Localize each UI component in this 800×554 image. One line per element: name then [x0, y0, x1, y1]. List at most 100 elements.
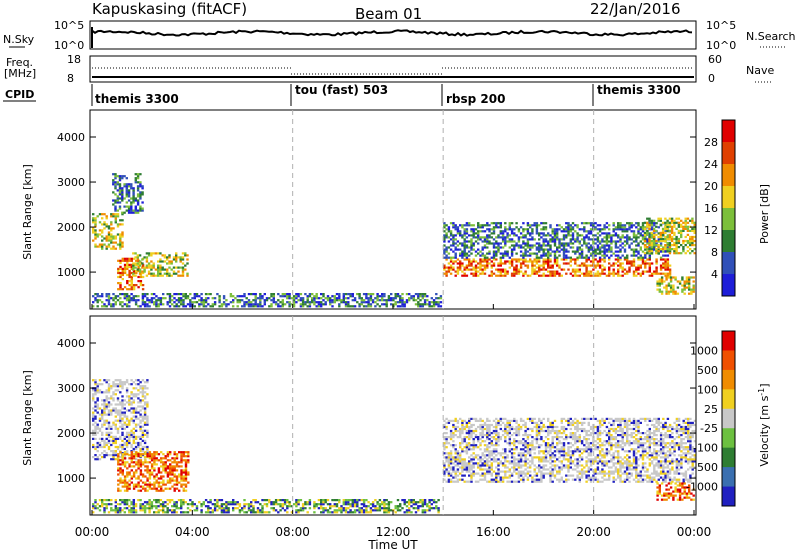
heatmap-cell	[551, 274, 554, 277]
heatmap-cell	[143, 266, 146, 269]
heatmap-cell	[637, 232, 640, 235]
heatmap-cell	[146, 379, 149, 382]
heatmap-cell	[483, 423, 487, 427]
heatmap-cell	[128, 295, 131, 298]
heatmap-cell	[107, 237, 111, 240]
heatmap-cell	[157, 481, 161, 484]
heatmap-cell	[585, 244, 588, 247]
heatmap-cell	[110, 425, 113, 428]
heatmap-cell	[360, 301, 363, 304]
heatmap-cell	[479, 456, 482, 459]
heatmap-cell	[472, 234, 475, 237]
heatmap-cell	[423, 503, 427, 506]
heatmap-cell	[125, 401, 129, 404]
heatmap-cell	[556, 258, 559, 261]
heatmap-cell	[333, 299, 336, 302]
power-ylabel: Slant Range [km]	[21, 164, 34, 260]
heatmap-cell	[465, 425, 469, 429]
heatmap-cell	[286, 295, 289, 298]
heatmap-cell	[317, 301, 321, 304]
heatmap-cell	[209, 511, 212, 514]
heatmap-cell	[121, 417, 124, 420]
heatmap-cell	[320, 505, 323, 508]
heatmap-cell	[574, 274, 577, 277]
heatmap-cell	[175, 457, 179, 460]
heatmap-cell	[138, 260, 142, 263]
heatmap-cell	[168, 256, 171, 259]
heatmap-cell	[123, 485, 127, 488]
heatmap-cell	[423, 295, 427, 298]
heatmap-cell	[225, 509, 228, 512]
heatmap-cell	[598, 274, 602, 277]
heatmap-cell	[222, 301, 226, 304]
heatmap-cell	[531, 272, 534, 275]
heatmap-cell	[160, 481, 163, 484]
heatmap-cell	[454, 476, 457, 479]
heatmap-cell	[292, 299, 296, 302]
heatmap-cell	[417, 509, 420, 512]
heatmap-cell	[211, 305, 214, 308]
heatmap-cell	[655, 270, 658, 273]
heatmap-cell	[365, 499, 368, 502]
heatmap-cell	[353, 511, 357, 514]
heatmap-cell	[643, 233, 647, 236]
heatmap-cell	[686, 239, 690, 243]
heatmap-cell	[594, 272, 597, 275]
heatmap-cell	[486, 425, 489, 429]
heatmap-cell	[369, 295, 373, 298]
heatmap-cell	[137, 475, 140, 478]
heatmap-cell	[134, 274, 137, 277]
heatmap-cell	[116, 299, 120, 302]
heatmap-cell	[497, 248, 500, 251]
heatmap-cell	[542, 244, 545, 247]
heatmap-cell	[614, 244, 618, 247]
heatmap-cell	[160, 487, 163, 490]
heatmap-cell	[146, 465, 149, 468]
heatmap-cell	[166, 499, 169, 502]
heatmap-cell	[232, 299, 235, 302]
heatmap-cell	[220, 509, 224, 512]
heatmap-cell	[121, 405, 124, 408]
heatmap-cell	[163, 254, 167, 257]
heatmap-cell	[101, 399, 104, 402]
heatmap-cell	[542, 260, 545, 263]
heatmap-cell	[598, 230, 602, 233]
heatmap-cell	[594, 254, 597, 257]
heatmap-cell	[598, 266, 602, 269]
heatmap-cell	[94, 231, 97, 234]
heatmap-cell	[619, 248, 622, 251]
heatmap-cell	[94, 401, 97, 404]
heatmap-cell	[132, 288, 136, 291]
heatmap-cell	[648, 219, 651, 222]
heatmap-cell	[136, 185, 140, 188]
heatmap-cell	[207, 509, 210, 512]
heatmap-cell	[304, 301, 307, 304]
heatmap-cell	[166, 455, 170, 458]
heatmap-cell	[497, 246, 500, 249]
heatmap-cell	[648, 222, 651, 225]
heatmap-cell	[452, 234, 455, 237]
heatmap-cell	[125, 193, 128, 196]
heatmap-cell	[166, 507, 169, 510]
heatmap-cell	[290, 511, 294, 514]
heatmap-cell	[110, 305, 113, 308]
heatmap-cell	[472, 474, 475, 477]
heatmap-cell	[295, 501, 298, 504]
heatmap-cell	[447, 454, 451, 457]
heatmap-cell	[119, 219, 122, 222]
heatmap-cell	[594, 250, 597, 253]
heatmap-cell	[499, 274, 502, 277]
heatmap-cell	[472, 429, 475, 433]
heatmap-cell	[94, 219, 97, 222]
heatmap-cell	[454, 434, 457, 437]
heatmap-cell	[116, 419, 120, 422]
heatmap-cell	[154, 252, 158, 255]
heatmap-cell	[547, 270, 550, 273]
heatmap-cell	[596, 236, 600, 239]
heatmap-cell	[643, 252, 647, 255]
heatmap-cell	[560, 230, 563, 233]
heatmap-cell	[132, 191, 135, 194]
heatmap-cell	[445, 224, 448, 227]
heatmap-cell	[119, 503, 122, 506]
heatmap-cell	[308, 503, 312, 506]
